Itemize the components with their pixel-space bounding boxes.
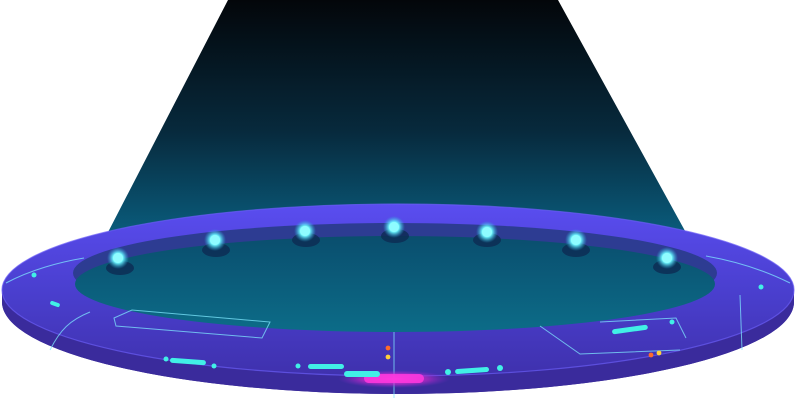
- rim-lights: [106, 216, 681, 275]
- rim-light-7: [653, 247, 681, 274]
- yellow-dot-2: [656, 350, 662, 356]
- status-dots: [385, 345, 662, 360]
- orange-dot-2: [648, 352, 654, 358]
- cyan-accents: [31, 272, 764, 377]
- cyan-dot-8: [758, 284, 764, 290]
- rim-light-5: [473, 221, 501, 247]
- cyan-dash-3: [344, 371, 380, 377]
- inner-well: [75, 236, 715, 332]
- rim-light-4: [381, 216, 409, 243]
- cyan-dot-6: [497, 365, 503, 371]
- orange-dot-1: [385, 345, 391, 351]
- cyan-dot-7: [669, 319, 675, 325]
- cyan-dot-3: [211, 363, 217, 369]
- cyan-dash-4: [455, 366, 489, 375]
- rim-light-6: [562, 229, 590, 257]
- portal-ring: [1, 203, 795, 398]
- cyan-dot-5: [445, 369, 451, 375]
- panel-lines: [5, 255, 791, 398]
- ring-bottom-edge: [2, 290, 794, 394]
- rim-light-2: [202, 229, 230, 257]
- cyan-dot-1: [31, 272, 37, 278]
- cyan-dot-2: [163, 356, 169, 362]
- cyan-dash-5: [612, 324, 648, 335]
- cyan-dash-6: [50, 300, 60, 308]
- cyan-dash-1: [170, 357, 206, 366]
- cyan-dot-4: [295, 363, 301, 369]
- yellow-dot-1: [385, 354, 391, 360]
- cyan-dash-2: [308, 364, 344, 369]
- rim-light-3: [292, 220, 320, 247]
- rim-light-1: [106, 247, 134, 275]
- light-beam: [104, 0, 690, 240]
- magenta-strip: [364, 374, 424, 383]
